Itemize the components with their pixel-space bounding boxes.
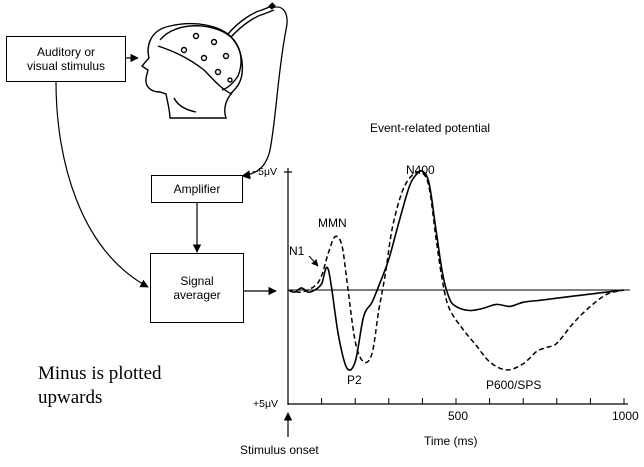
signal-averager-box: Signal averager [150,253,244,323]
amplifier-label: Amplifier [173,182,221,196]
mmn-label: MMN [318,216,347,230]
note-line2: upwards [38,387,103,408]
n1-label: N1 [289,244,305,258]
note-line1: Minus is plotted [38,363,162,384]
averager-line1: Signal [180,274,214,288]
erp-dashed-series-line [287,171,625,371]
averager-line2: averager [173,288,221,302]
x-axis-title: Time (ms) [424,434,478,448]
p2-label: P2 [347,373,362,387]
stimulus-box-line1: Auditory or [36,45,96,59]
n400-label: N400 [406,163,435,177]
cable-to-amplifier [241,6,288,180]
head-eeg-cap-illustration [140,5,275,119]
chart-title: Event-related potential [370,121,491,135]
stimulus-box: Auditory or visual stimulus [6,36,126,82]
p600-sps-label: P600/SPS [486,378,542,392]
x-tick-label-1000: 1000 [612,409,639,423]
x-axis-ticks [321,398,625,404]
cable-icon [268,2,276,10]
y-axis-bottom-label: +5μV [253,398,279,410]
y-axis-top-label: −5μV [252,166,278,178]
n1-pointer-arrow [308,255,319,267]
erp-solid-series-line [287,169,625,371]
stimulus-onset-label: Stimulus onset [240,443,319,457]
amplifier-box: Amplifier [151,175,243,203]
stimulus-to-averager-arrow [55,81,149,288]
note-text: Minus is plotted upwards [38,362,162,410]
stimulus-box-line2: visual stimulus [26,59,106,73]
x-tick-label-500: 500 [448,409,469,423]
